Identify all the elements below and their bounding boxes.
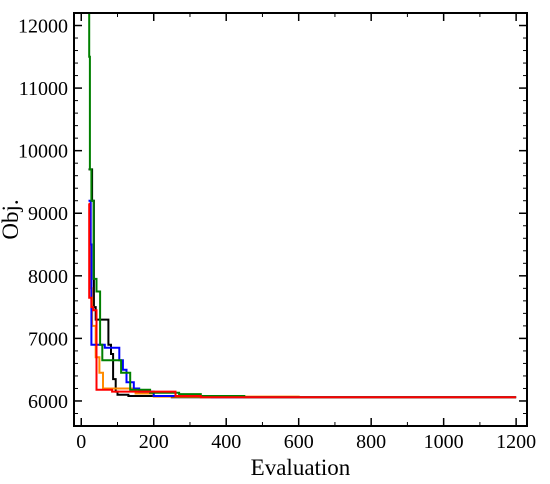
y-tick-label: 6000 bbox=[28, 391, 68, 413]
ticks-layer: 0 200 400 600 800 1000 1200 6000 7000 8000 9000 100… bbox=[18, 13, 536, 453]
series-line-4 bbox=[88, 12, 517, 399]
x-tick-label: 1000 bbox=[424, 431, 464, 453]
y-tick-label: 11000 bbox=[19, 78, 68, 100]
x-tick-label: 200 bbox=[139, 431, 169, 453]
x-tick-label: 0 bbox=[76, 431, 86, 453]
y-tick-label: 9000 bbox=[28, 203, 68, 225]
y-tick-label: 7000 bbox=[28, 328, 68, 350]
y-tick-label: 12000 bbox=[18, 16, 68, 38]
y-tick-label: 8000 bbox=[28, 266, 68, 288]
x-tick-label: 1200 bbox=[496, 431, 536, 453]
series-line-1 bbox=[88, 168, 517, 399]
series-line-5 bbox=[88, 202, 517, 399]
y-tick-label: 10000 bbox=[18, 141, 68, 163]
x-tick-label: 800 bbox=[356, 431, 386, 453]
x-axis-title: Evaluation bbox=[251, 455, 351, 480]
y-axis-title: Obj. bbox=[0, 199, 23, 239]
series-layer bbox=[88, 12, 517, 399]
series-line-3 bbox=[88, 199, 517, 399]
plot-frame bbox=[73, 12, 528, 427]
x-tick-label: 400 bbox=[211, 431, 241, 453]
x-tick-label: 600 bbox=[284, 431, 314, 453]
series-line-2 bbox=[88, 212, 517, 399]
